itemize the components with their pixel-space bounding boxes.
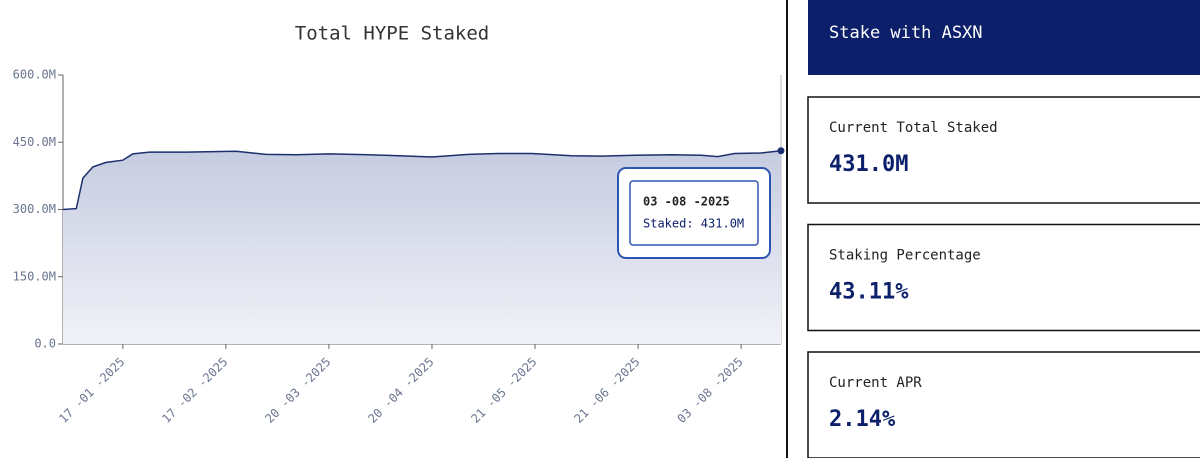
y-tick-label: 0.0 — [34, 337, 56, 351]
stake-button[interactable] — [808, 0, 1200, 75]
stat-card — [807, 96, 1200, 204]
stat-label: Staking Percentage — [829, 248, 981, 264]
x-tick-label: 20 -04 -2025 — [365, 355, 436, 426]
tooltip-date: 03 -08 -2025 — [643, 195, 730, 209]
stat-label: Current Total Staked — [829, 120, 998, 136]
stat-value: 431.0M — [829, 152, 908, 177]
x-tick-label: 21 -06 -2025 — [571, 355, 642, 426]
area-fill — [63, 150, 781, 344]
y-tick-label: 450.0M — [13, 135, 56, 149]
y-tick-label: 300.0M — [13, 202, 56, 216]
x-tick-label: 03 -08 -2025 — [674, 355, 745, 426]
x-tick-label: 17 -02 -2025 — [159, 355, 230, 426]
stake-button-label[interactable]: Stake with ASXN — [829, 23, 983, 43]
stat-value: 43.11% — [829, 280, 909, 305]
y-tick-label: 150.0M — [13, 269, 56, 283]
x-tick-label: 20 -03 -2025 — [262, 355, 333, 426]
stat-card — [807, 351, 1200, 458]
x-tick-label: 21 -05 -2025 — [468, 355, 539, 426]
line — [62, 150, 782, 211]
tooltip — [629, 180, 759, 246]
x-tick-label: 17 -01 -2025 — [56, 355, 127, 426]
chart-title: Total HYPE Staked — [295, 23, 489, 45]
stat-label: Current APR — [829, 375, 922, 391]
stat-card — [807, 223, 1200, 332]
stat-value: 2.14% — [829, 407, 896, 432]
tooltip-value: Staked: 431.0M — [643, 217, 744, 231]
y-tick-label: 600.0M — [13, 68, 56, 82]
hover-point — [777, 147, 785, 155]
